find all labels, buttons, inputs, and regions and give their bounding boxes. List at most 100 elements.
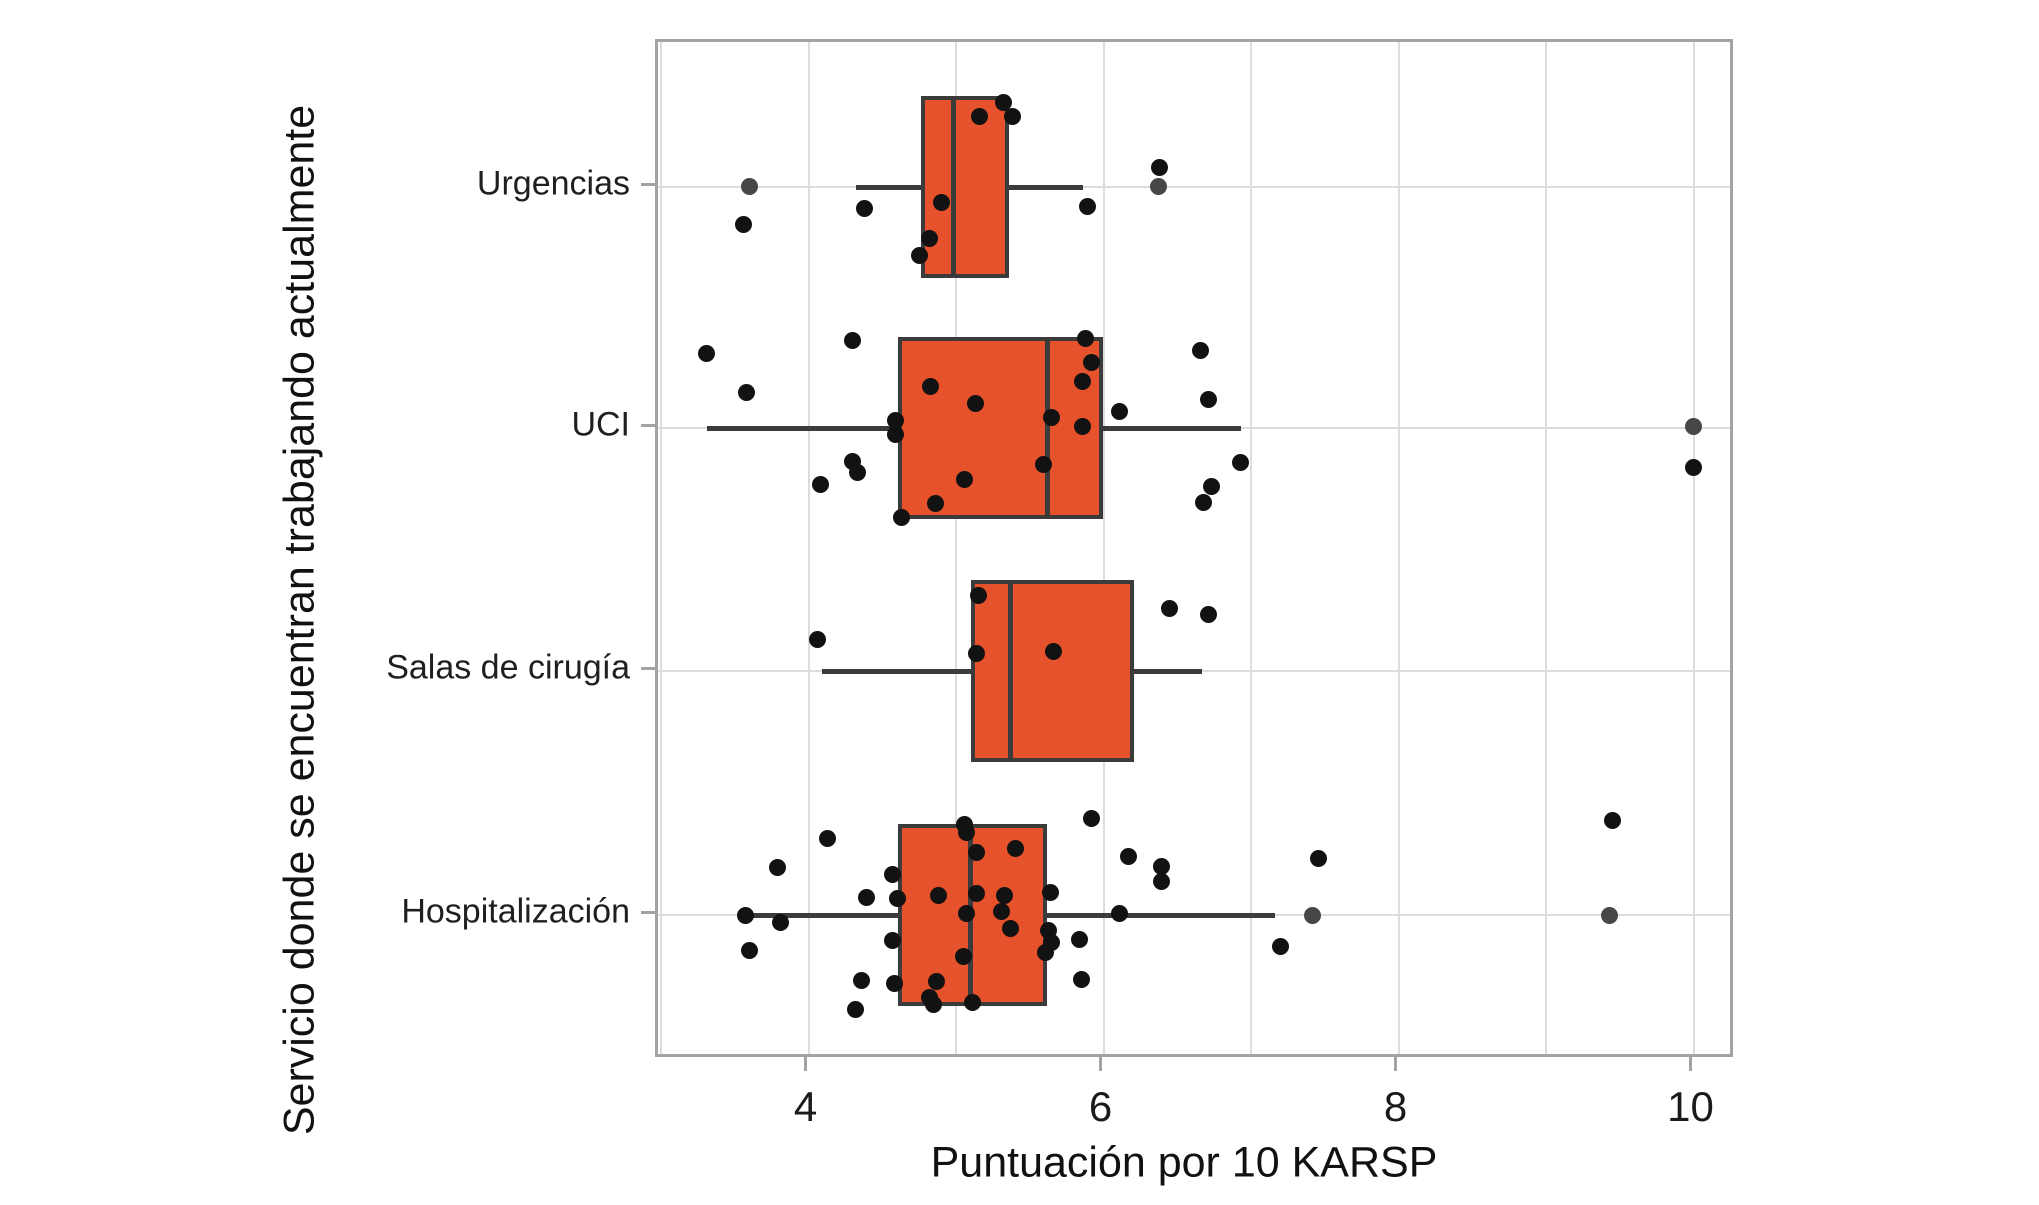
data-point (736, 906, 754, 924)
data-point (1685, 458, 1702, 476)
data-point (1111, 904, 1129, 922)
data-point (853, 971, 871, 989)
box-uci (898, 337, 1104, 519)
data-point (920, 229, 938, 247)
data-point (966, 394, 984, 412)
data-point (887, 411, 905, 429)
data-point (808, 630, 826, 648)
category-label-salas-de-cirug-a: Salas de cirugía (386, 648, 630, 687)
vertical-gridline (1250, 42, 1252, 1054)
data-point (968, 843, 986, 861)
data-point (887, 425, 905, 443)
y-axis-tick (641, 423, 655, 427)
data-point (738, 383, 756, 401)
data-point (1149, 177, 1167, 195)
data-point (1083, 809, 1101, 827)
data-point (771, 913, 789, 931)
box-salas-de-cirug-a (970, 580, 1135, 762)
data-point (1195, 493, 1213, 511)
data-point (968, 884, 986, 902)
data-point (1199, 390, 1217, 408)
data-point (969, 586, 987, 604)
vertical-gridline (1545, 42, 1547, 1054)
vertical-gridline (1102, 42, 1105, 1054)
data-point (993, 902, 1011, 920)
data-point (1037, 943, 1055, 961)
data-point (884, 931, 902, 949)
data-point (1072, 970, 1090, 988)
category-label-uci: UCI (571, 405, 630, 444)
data-point (1043, 408, 1061, 426)
data-point (1002, 919, 1020, 937)
data-point (1161, 599, 1179, 617)
data-point (1111, 402, 1129, 420)
data-point (968, 644, 986, 662)
data-point (741, 941, 758, 959)
vertical-gridline (1397, 42, 1400, 1054)
data-point (1192, 341, 1210, 359)
data-point (910, 246, 928, 264)
x-tick-label: 10 (1667, 1083, 1714, 1130)
y-axis-tick (641, 666, 655, 670)
data-point (971, 107, 989, 125)
data-point (735, 215, 753, 233)
data-point (926, 494, 944, 512)
x-axis-tick (1394, 1057, 1397, 1071)
data-point (1044, 642, 1062, 660)
data-point (1120, 847, 1138, 865)
data-point (1685, 417, 1702, 435)
data-point (996, 886, 1014, 904)
data-point (1202, 477, 1220, 495)
data-point (1074, 417, 1092, 435)
median-line (1044, 337, 1050, 519)
data-point (1034, 455, 1052, 473)
data-point (769, 858, 787, 876)
data-point (888, 889, 906, 907)
data-point (819, 829, 837, 847)
x-axis-tick (804, 1057, 807, 1071)
y-axis-tick (641, 182, 655, 186)
data-point (1071, 930, 1089, 948)
data-point (1151, 158, 1169, 176)
x-axis-tick (1689, 1057, 1692, 1071)
data-point (1310, 849, 1328, 867)
x-tick-label: 8 (1383, 1083, 1408, 1130)
data-point (922, 377, 940, 395)
data-point (994, 93, 1012, 111)
x-axis-tick (1099, 1057, 1102, 1071)
data-point (1272, 937, 1289, 955)
data-point (857, 888, 875, 906)
data-point (963, 993, 981, 1011)
data-point (1232, 453, 1250, 471)
vertical-gridline (660, 42, 662, 1054)
vertical-gridline (807, 42, 810, 1054)
data-point (1603, 811, 1621, 829)
data-point (1003, 107, 1021, 125)
data-point (928, 972, 946, 990)
y-axis-title: Servicio donde se encuentran trabajando … (275, 104, 324, 1136)
y-axis-tick (641, 910, 655, 914)
data-point (1083, 353, 1101, 371)
median-line (1008, 580, 1014, 762)
data-point (1041, 883, 1059, 901)
data-point (698, 344, 716, 362)
data-point (1304, 906, 1322, 924)
data-point (848, 463, 866, 481)
data-point (1077, 329, 1095, 347)
data-point (925, 995, 943, 1013)
data-point (1199, 605, 1217, 623)
data-point (956, 470, 974, 488)
vertical-gridline (955, 42, 957, 1054)
vertical-gridline (1692, 42, 1695, 1054)
data-point (1600, 906, 1618, 924)
data-point (1152, 857, 1170, 875)
horizontal-gridline (658, 186, 1730, 188)
data-point (954, 947, 972, 965)
data-point (957, 904, 975, 922)
data-point (741, 177, 758, 195)
data-point (892, 508, 910, 526)
median-line (950, 96, 956, 278)
data-point (856, 199, 874, 217)
data-point (885, 974, 903, 992)
